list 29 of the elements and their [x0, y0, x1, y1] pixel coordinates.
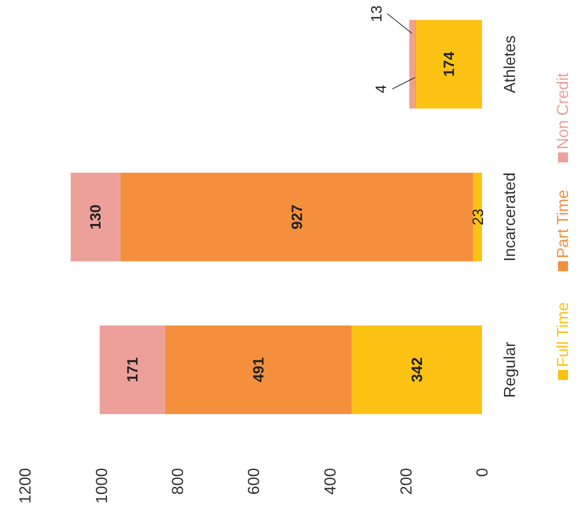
x-tick-label: 800	[170, 468, 187, 495]
bar	[352, 325, 482, 414]
text: Part Time	[555, 190, 572, 258]
x-tick-label: 0	[474, 468, 492, 477]
text: Full Time	[555, 302, 572, 367]
text: Non Credit	[555, 72, 572, 150]
bar	[120, 172, 474, 262]
data-label: 171	[124, 357, 142, 382]
data-label: 130	[88, 204, 105, 230]
bar	[70, 172, 120, 262]
x-tick-label: 1000	[94, 468, 111, 504]
y-tick-label: Regular	[502, 341, 519, 398]
x-tick-label: 1200	[18, 468, 35, 504]
x-tick-label: 600	[246, 468, 264, 495]
data-label: 4	[373, 84, 390, 94]
data-label: 491	[250, 357, 268, 382]
bar	[416, 20, 482, 109]
data-label: 174	[441, 51, 458, 77]
x-tick-label: 200	[398, 468, 416, 495]
x-tick-label: 400	[322, 468, 340, 495]
data-label: 13	[368, 5, 386, 22]
bar	[100, 325, 165, 414]
bar	[473, 172, 482, 262]
y-tick-label: Incarcerated	[502, 172, 519, 262]
data-label: 23	[470, 208, 487, 226]
data-label: 342	[409, 357, 426, 382]
bar	[164, 325, 352, 414]
y-tick-label: Athletes	[502, 35, 519, 94]
data-label: 927	[288, 204, 306, 230]
